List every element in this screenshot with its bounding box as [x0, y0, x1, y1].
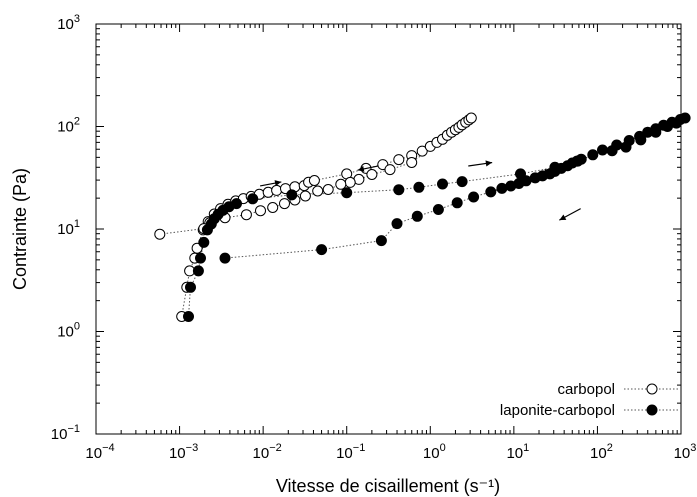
- data-point: [662, 121, 673, 132]
- data-point: [192, 265, 204, 277]
- data-point: [393, 154, 405, 166]
- data-point: [322, 184, 334, 195]
- x-tick-label: 102: [590, 442, 613, 462]
- direction-arrow: [559, 208, 581, 221]
- data-point: [195, 252, 206, 264]
- data-point: [286, 189, 298, 201]
- data-point: [255, 205, 266, 217]
- data-point: [468, 191, 480, 203]
- data-point: [650, 126, 662, 138]
- data-point: [341, 187, 353, 199]
- data-point: [247, 193, 259, 205]
- legend-marker-carbopol: [646, 383, 658, 395]
- data-point: [505, 180, 517, 192]
- series-points: [154, 112, 691, 322]
- data-point: [451, 197, 463, 209]
- data-point: [391, 218, 403, 230]
- data-point: [335, 178, 347, 190]
- data-point: [271, 184, 283, 196]
- data-point: [219, 252, 231, 264]
- data-point: [198, 236, 210, 248]
- x-tick-label: 100: [423, 442, 446, 462]
- data-point: [416, 145, 428, 157]
- legend-label-laponite-carbopol: laponite-carbopol: [500, 402, 615, 419]
- axis-ticks: [95, 23, 682, 435]
- data-point: [384, 164, 396, 176]
- data-point: [154, 228, 166, 240]
- data-point: [299, 190, 311, 202]
- data-point: [437, 178, 448, 190]
- data-point: [635, 134, 647, 146]
- data-point: [183, 311, 194, 322]
- data-point: [679, 112, 691, 124]
- data-point: [587, 149, 599, 161]
- data-point: [432, 204, 444, 215]
- data-point: [406, 157, 418, 168]
- y-tick-label: 101: [57, 218, 80, 238]
- data-point: [279, 198, 290, 210]
- data-point: [231, 198, 242, 210]
- x-tick-label: 10−2: [253, 442, 282, 462]
- data-point: [308, 175, 320, 186]
- x-tick-label: 101: [506, 442, 529, 462]
- x-tick-label: 10−3: [169, 442, 198, 462]
- data-point: [456, 176, 468, 188]
- data-point: [413, 181, 425, 193]
- direction-arrow: [357, 165, 379, 172]
- y-tick-label: 103: [57, 13, 80, 33]
- y-tick-label: 100: [57, 321, 80, 341]
- data-point: [240, 209, 252, 221]
- y-tick-label: 102: [57, 116, 80, 136]
- direction-arrow: [488, 186, 509, 194]
- x-tick-label: 103: [674, 442, 697, 462]
- direction-arrow: [530, 168, 552, 176]
- data-point: [185, 281, 196, 293]
- plot-frame: [95, 23, 682, 435]
- y-tick-label: 10−1: [51, 423, 80, 443]
- data-point: [465, 112, 477, 124]
- series-carbopol: [154, 112, 477, 322]
- direction-arrows: [260, 160, 581, 221]
- series-laponite-carbopol: [183, 112, 691, 322]
- data-point: [344, 176, 356, 188]
- data-point: [597, 144, 608, 156]
- data-point: [267, 202, 279, 213]
- direction-arrow: [260, 180, 282, 187]
- y-axis-label: Contrainte (Pa): [10, 168, 30, 290]
- data-point: [312, 185, 324, 197]
- tick-labels: 10−4 10−3 10−2 10−1 100 101 102 103 10−1 100 101 10…: [51, 13, 697, 462]
- x-tick-label: 10−1: [336, 442, 365, 462]
- data-point: [393, 184, 405, 196]
- legend: carbopol laponite-carbopol: [500, 381, 680, 419]
- data-point: [375, 235, 387, 247]
- legend-marker-laponite-carbopol: [646, 404, 658, 416]
- data-point: [366, 169, 378, 180]
- data-point: [411, 210, 423, 222]
- legend-label-carbopol: carbopol: [557, 381, 615, 398]
- data-point: [606, 145, 618, 157]
- direction-arrow: [468, 160, 493, 167]
- x-tick-label: 10−4: [85, 442, 114, 462]
- data-point: [620, 141, 632, 153]
- x-axis-label: Vitesse de cisaillement (s⁻¹): [276, 476, 500, 496]
- data-point: [316, 244, 328, 256]
